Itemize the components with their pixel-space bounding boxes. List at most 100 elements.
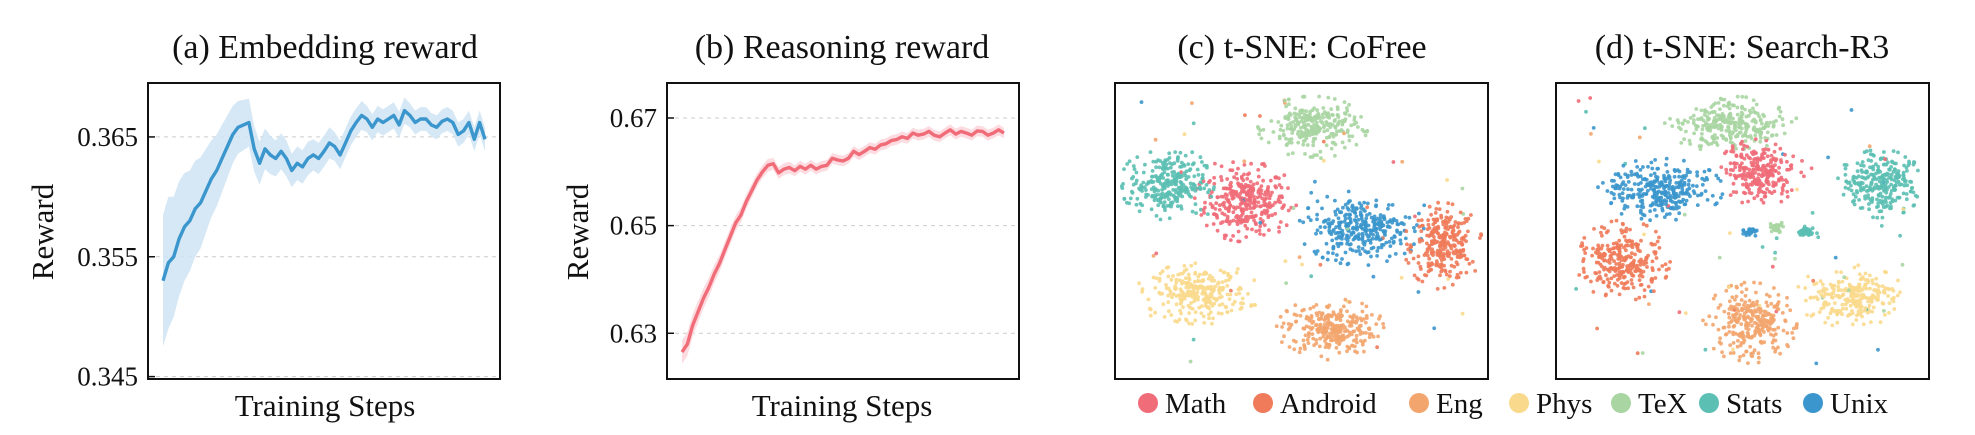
scatter-point: [1201, 278, 1205, 282]
scatter-point: [1441, 235, 1446, 240]
scatter-point: [1280, 206, 1285, 211]
scatter-point: [1774, 169, 1778, 173]
scatter-point: [1679, 178, 1684, 183]
scatter-point: [1335, 334, 1340, 338]
scatter-point: [1872, 176, 1877, 181]
scatter-point: [1388, 244, 1393, 249]
scatter-point: [1266, 186, 1270, 191]
scatter-point: [1171, 274, 1175, 278]
scatter-point: [1859, 168, 1864, 173]
scatter-point: [1864, 286, 1869, 291]
scatter-point: [1646, 284, 1651, 289]
scatter-point: [1169, 313, 1174, 317]
scatter-point: [1317, 344, 1322, 349]
scatter-point: [1140, 287, 1145, 291]
scatter-point: [1687, 138, 1692, 143]
scatter-point: [1310, 321, 1314, 325]
scatter-point: [1354, 315, 1359, 320]
scatter-point: [1326, 113, 1331, 118]
scatter-point: [1892, 307, 1897, 311]
scatter-point: [1892, 184, 1896, 189]
scatter-point: [1445, 252, 1450, 256]
scatter-point: [1363, 320, 1368, 325]
scatter-point: [1639, 282, 1644, 287]
scatter-point: [1277, 136, 1282, 141]
scatter-point: [1777, 165, 1781, 170]
scatter-point: [1342, 131, 1346, 136]
scatter-point: [1446, 240, 1450, 245]
scatter-point: [1791, 336, 1796, 341]
scatter-point: [1304, 324, 1309, 329]
scatter-point: [1366, 326, 1371, 331]
scatter-point: [1744, 323, 1748, 328]
scatter-point: [1331, 244, 1336, 249]
scatter-point: [1433, 240, 1438, 245]
scatter-point: [1716, 327, 1721, 332]
scatter-point: [1319, 119, 1323, 124]
scatter-point: [1429, 251, 1434, 256]
scatter-point: [1768, 120, 1772, 125]
scatter-point: [1355, 221, 1359, 226]
scatter-point: [1351, 225, 1356, 230]
scatter-point: [1742, 132, 1747, 137]
scatter-point: [1699, 108, 1704, 113]
scatter-point: [1595, 278, 1600, 282]
scatter-point: [1706, 117, 1710, 122]
scatter-point: [1322, 331, 1327, 336]
scatter-point: [1235, 267, 1240, 271]
scatter-point: [1297, 134, 1302, 139]
scatter-point: [1361, 207, 1366, 212]
scatter-point: [1868, 286, 1872, 291]
scatter-point: [1719, 165, 1724, 170]
scatter-point: [1878, 176, 1883, 180]
scatter-point: [1726, 101, 1731, 106]
scatter-point: [1629, 255, 1633, 259]
scatter-point: [1887, 311, 1891, 315]
scatter-point: [1343, 297, 1348, 302]
scatter-point: [1874, 276, 1878, 281]
scatter-point: [1775, 306, 1780, 311]
scatter-point: [1748, 175, 1753, 180]
scatter-point: [1183, 153, 1188, 158]
scatter-point: [1688, 170, 1692, 175]
scatter-point: [1323, 345, 1328, 349]
scatter-point: [1345, 130, 1350, 135]
scatter-point: [1716, 176, 1721, 181]
scatter-point: [1450, 202, 1455, 207]
scatter-point: [1901, 210, 1906, 215]
scatter-point: [1752, 196, 1757, 201]
scatter-point: [1143, 162, 1147, 167]
scatter-point: [1734, 154, 1739, 159]
scatter-point: [1158, 175, 1163, 179]
scatter-point: [1277, 229, 1281, 234]
scatter-point: [1281, 321, 1286, 326]
scatter-point: [1674, 217, 1678, 222]
scatter-point: [1363, 222, 1368, 227]
scatter-point: [1211, 222, 1216, 226]
scatter-point: [1337, 119, 1342, 124]
scatter-point: [1340, 257, 1344, 261]
scatter-point: [1306, 334, 1311, 339]
scatter-point: [1743, 165, 1748, 170]
scatter-point: [1684, 173, 1688, 178]
scatter-point: [1606, 229, 1610, 233]
scatter-point: [1904, 197, 1909, 202]
scatter-point: [1734, 284, 1739, 289]
scatter-point: [1769, 301, 1774, 306]
scatter-point: [1846, 314, 1850, 318]
scatter-point: [1858, 312, 1863, 316]
scatter-point: [1235, 177, 1240, 181]
scatter-point: [1345, 238, 1350, 243]
scatter-point: [1336, 312, 1341, 317]
scatter-point: [1581, 259, 1585, 264]
plot-frame: [666, 82, 1020, 380]
scatter-point: [1166, 274, 1171, 279]
scatter-point: [1819, 306, 1824, 311]
scatter-point: [1259, 204, 1263, 209]
scatter-point: [1751, 127, 1756, 131]
scatter-point: [1334, 324, 1339, 328]
scatter-point: [1355, 326, 1360, 331]
scatter-point: [1624, 243, 1628, 248]
scatter-point: [1234, 192, 1239, 196]
scatter-point: [1261, 219, 1265, 223]
